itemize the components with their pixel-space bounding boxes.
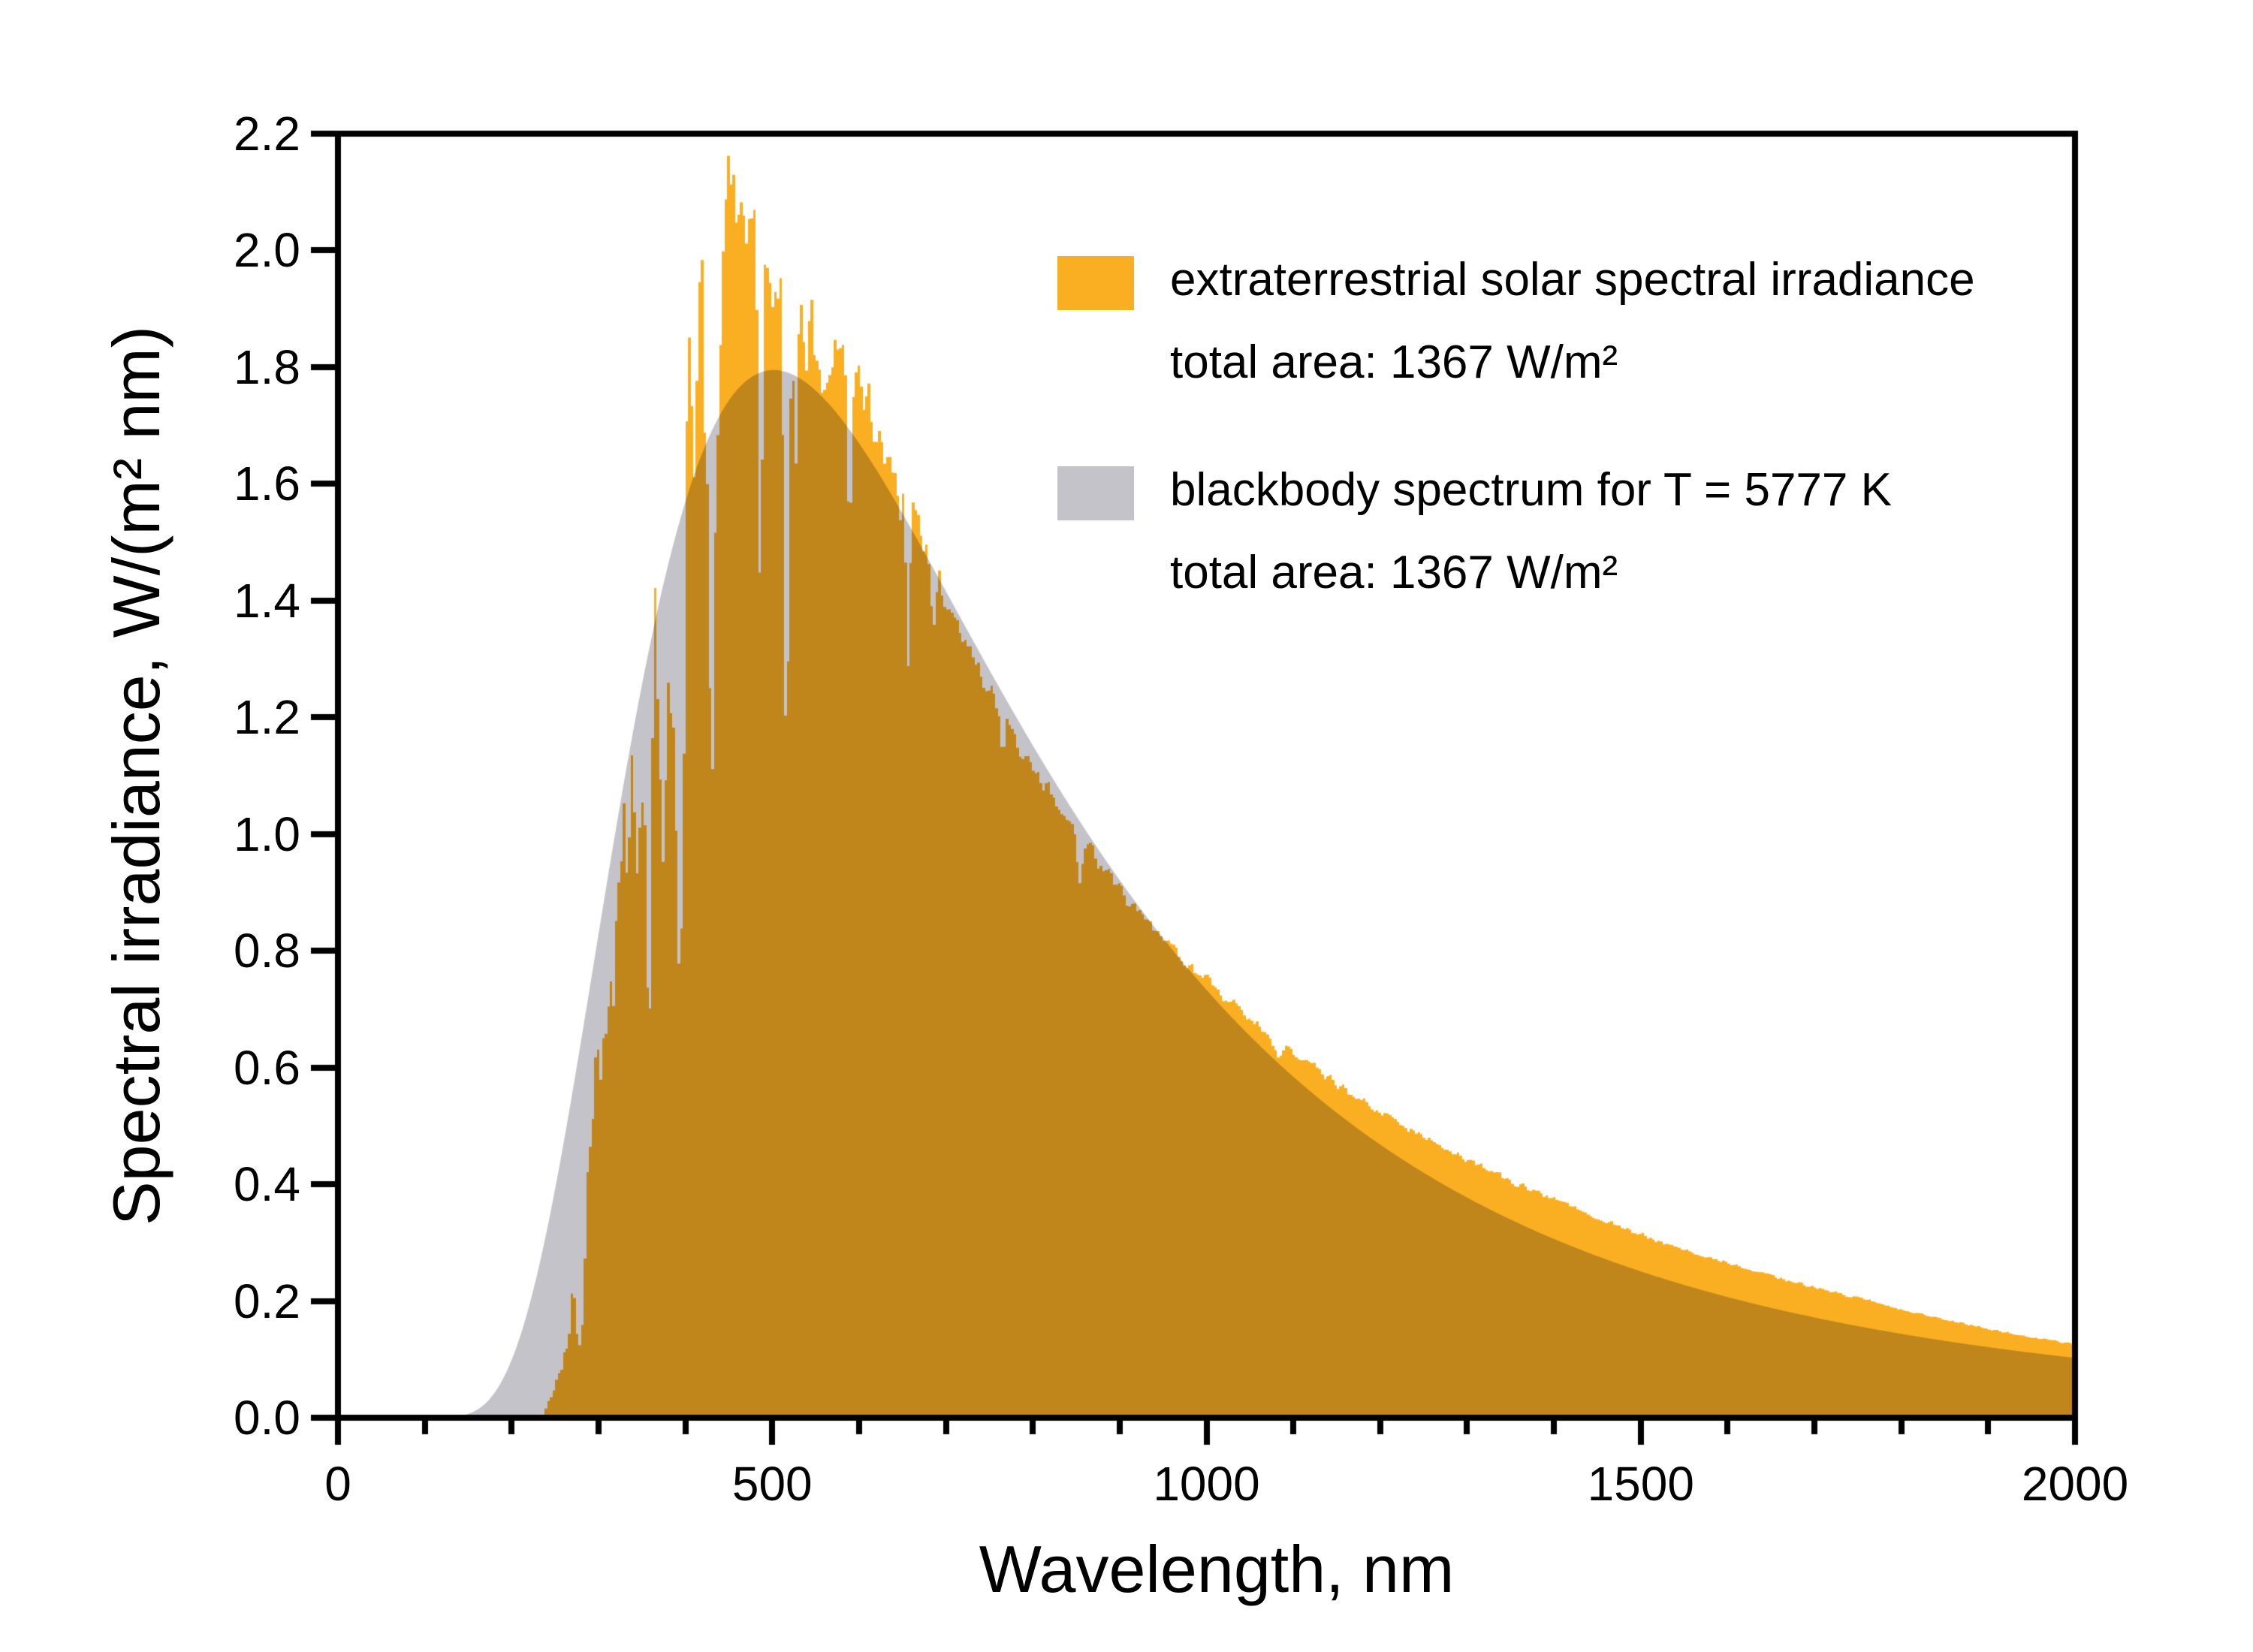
y-tick-label-1.8: 1.8	[234, 339, 300, 394]
x-tick-label-2000: 2000	[2021, 1457, 2129, 1511]
legend-label-blackbody: blackbody spectrum for T = 5777 K	[1170, 464, 1892, 516]
y-axis-title: Spectral irradiance, W/(m² nm)	[99, 325, 173, 1226]
y-tick-label-1.4: 1.4	[234, 573, 300, 628]
x-tick-label-1500: 1500	[1587, 1457, 1694, 1511]
legend-label-solar: extraterrestrial solar spectral irradian…	[1170, 254, 1975, 306]
y-tick-label-2.2: 2.2	[234, 107, 300, 161]
x-tick-label-1000: 1000	[1153, 1457, 1260, 1511]
y-tick-label-0.4: 0.4	[234, 1157, 300, 1212]
legend-entry-blackbody: blackbody spectrum for T = 5777 K total …	[1170, 449, 1892, 614]
y-tick-label-1.6: 1.6	[234, 457, 300, 511]
legend-entry-solar: extraterrestrial solar spectral irradian…	[1170, 239, 1975, 404]
y-tick-label-1.2: 1.2	[234, 690, 300, 745]
y-tick-label-0.6: 0.6	[234, 1040, 300, 1095]
y-tick-label-0.8: 0.8	[234, 924, 300, 978]
y-tick-label-0.0: 0.0	[234, 1391, 300, 1445]
x-axis-title: Wavelength, nm	[979, 1532, 1455, 1606]
legend-sublabel-solar: total area: 1367 W/m²	[1170, 336, 1618, 388]
x-tick-label-0: 0	[324, 1457, 351, 1511]
legend-swatch-blackbody	[1057, 466, 1134, 520]
y-tick-label-1.0: 1.0	[234, 806, 300, 861]
y-tick-label-2.0: 2.0	[234, 223, 300, 278]
legend-sublabel-blackbody: total area: 1367 W/m²	[1170, 547, 1618, 598]
legend-swatch-solar	[1057, 256, 1134, 310]
y-tick-label-0.2: 0.2	[234, 1274, 300, 1328]
x-tick-label-500: 500	[731, 1457, 813, 1511]
